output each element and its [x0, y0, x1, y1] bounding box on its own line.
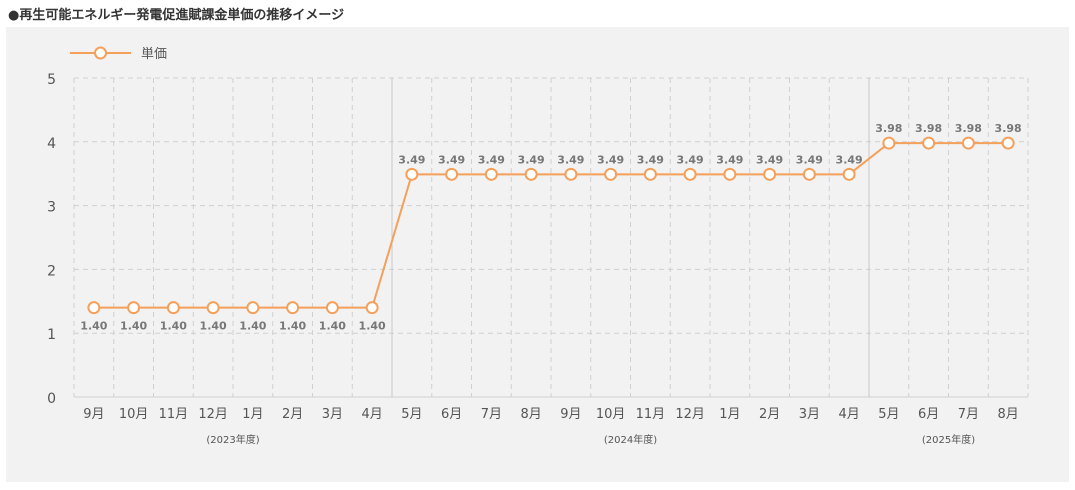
x-tick-label: 11月 — [636, 407, 666, 422]
x-tick-label: 12月 — [198, 407, 228, 422]
data-point — [882, 136, 896, 150]
x-tick-label: 6月 — [918, 407, 939, 422]
data-point — [127, 301, 141, 315]
x-axis-labels: 9月 10月 11月 12月 1月 2月 3月 4月 5月 6月 7月 8月 9月 10月 11月 12月 1月… — [83, 407, 1019, 422]
data-point — [604, 167, 618, 181]
data-label: 1.40 — [160, 320, 187, 333]
x-tick-label: 12月 — [675, 407, 705, 422]
y-tick-label: 0 — [47, 391, 56, 407]
fiscal-year-label: (2024年度) — [604, 433, 657, 446]
fiscal-year-label: (2023年度) — [206, 433, 259, 446]
data-label: 3.49 — [637, 153, 664, 166]
data-label: 3.98 — [875, 122, 902, 135]
data-label: 3.49 — [716, 153, 743, 166]
data-label: 3.49 — [597, 153, 624, 166]
data-label: 3.49 — [398, 153, 425, 166]
x-tick-label: 4月 — [361, 407, 382, 422]
data-point — [723, 167, 737, 181]
x-tick-label: 1月 — [719, 407, 740, 422]
fiscal-year-labels: (2023年度) (2024年度) (2025年度) — [206, 433, 975, 446]
x-tick-label: 2月 — [282, 407, 303, 422]
legend: 単価 — [70, 46, 167, 62]
data-point — [802, 167, 816, 181]
data-point — [961, 136, 975, 150]
data-point — [445, 167, 459, 181]
data-point — [763, 167, 777, 181]
data-point — [206, 301, 220, 315]
data-point — [683, 167, 697, 181]
data-label: 3.98 — [995, 122, 1022, 135]
data-point — [325, 301, 339, 315]
data-label: 3.49 — [756, 153, 783, 166]
data-point — [365, 301, 379, 315]
x-tick-label: 10月 — [119, 407, 149, 422]
data-label: 1.40 — [279, 320, 306, 333]
x-tick-label: 1月 — [242, 407, 263, 422]
data-label: 1.40 — [319, 320, 346, 333]
data-point — [87, 301, 101, 315]
y-tick-label: 1 — [47, 327, 56, 343]
data-label: 3.49 — [478, 153, 505, 166]
data-point — [564, 167, 578, 181]
data-label: 1.40 — [200, 320, 227, 333]
x-tick-label: 11月 — [159, 407, 189, 422]
x-tick-label: 7月 — [958, 407, 979, 422]
y-tick-label: 4 — [47, 136, 56, 152]
data-label: 3.49 — [836, 153, 863, 166]
x-tick-label: 9月 — [560, 407, 581, 422]
legend-marker — [94, 46, 107, 60]
data-point — [1001, 136, 1015, 150]
legend-label: 単価 — [141, 46, 167, 62]
data-point — [246, 301, 260, 315]
data-label: 3.98 — [955, 122, 982, 135]
x-tick-label: 7月 — [481, 407, 502, 422]
x-tick-label: 3月 — [799, 407, 820, 422]
x-tick-label: 4月 — [838, 407, 859, 422]
data-label: 3.98 — [915, 122, 942, 135]
data-point — [166, 301, 180, 315]
data-label: 3.49 — [438, 153, 465, 166]
data-label: 1.40 — [120, 320, 147, 333]
fiscal-year-label: (2025年度) — [922, 433, 975, 446]
x-tick-label: 8月 — [520, 407, 541, 422]
x-tick-label: 8月 — [997, 407, 1018, 422]
series-line — [93, 142, 1009, 309]
data-point — [643, 167, 657, 181]
data-point — [842, 167, 856, 181]
x-tick-label: 10月 — [596, 407, 626, 422]
data-label: 3.49 — [557, 153, 584, 166]
grid-layer — [73, 77, 1029, 398]
data-point — [286, 301, 300, 315]
page-title: ●再生可能エネルギー発電促進賦課金単価の推移イメージ — [8, 8, 345, 23]
x-tick-label: 6月 — [441, 407, 462, 422]
x-tick-label: 9月 — [83, 407, 104, 422]
data-point — [405, 167, 419, 181]
series-layer: 1.40 1.40 1.40 1.40 1.40 1.40 1.40 1.40 3.49 3.49… — [80, 122, 1021, 333]
x-tick-label: 5月 — [401, 407, 422, 422]
data-label: 1.40 — [239, 320, 266, 333]
data-label: 1.40 — [359, 320, 386, 333]
data-label: 3.49 — [518, 153, 545, 166]
x-tick-label: 2月 — [759, 407, 780, 422]
data-label: 3.49 — [796, 153, 823, 166]
data-point — [524, 167, 538, 181]
y-axis-labels: 0 1 2 3 4 5 — [47, 72, 56, 407]
x-tick-label: 5月 — [878, 407, 899, 422]
y-tick-label: 2 — [47, 263, 56, 279]
data-point — [922, 136, 936, 150]
data-label: 1.40 — [80, 320, 107, 333]
x-tick-label: 3月 — [322, 407, 343, 422]
line-chart: 0 1 2 3 4 5 9月 10月 11月 12月 1月 2月 3月 4月 5月 6月 7月 8月 9月 10月 1… — [47, 46, 1029, 446]
data-label: 3.49 — [677, 153, 704, 166]
y-tick-label: 3 — [47, 200, 56, 216]
chart-panel: 0 1 2 3 4 5 9月 10月 11月 12月 1月 2月 3月 4月 5月 6月 7月 8月 9月 10月 1… — [6, 27, 1069, 482]
y-tick-label: 5 — [47, 72, 56, 88]
data-point — [484, 167, 498, 181]
